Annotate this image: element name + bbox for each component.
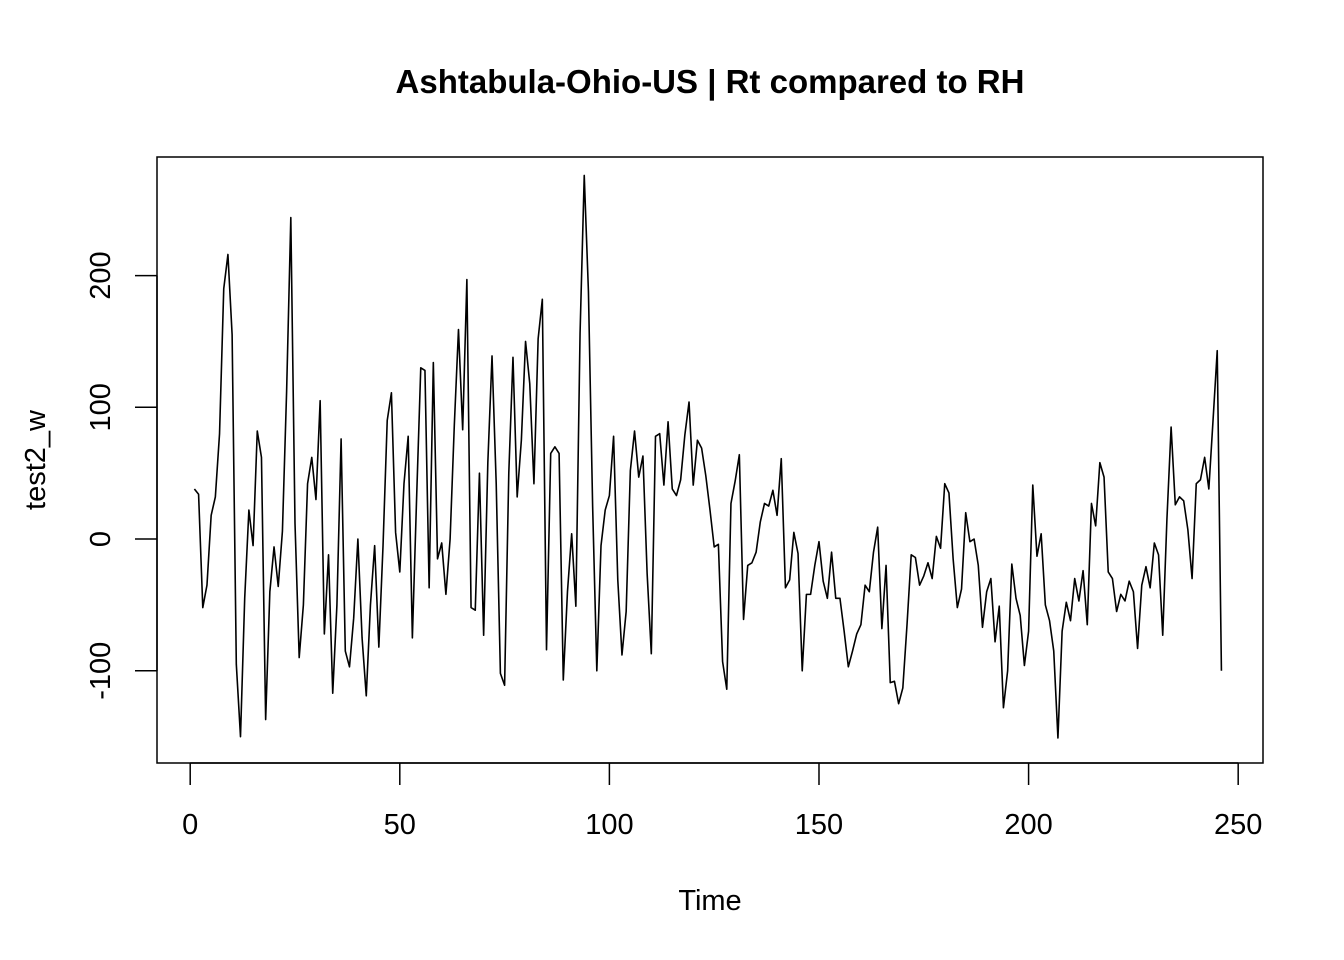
chart-title: Ashtabula-Ohio-US | Rt compared to RH	[396, 63, 1025, 100]
x-tick-label: 100	[585, 809, 633, 841]
x-tick-label: 0	[182, 809, 198, 841]
y-axis-title: test2_w	[20, 409, 52, 510]
y-tick-label: 200	[85, 251, 117, 299]
x-axis: 0 50 100 150 200 250	[182, 762, 1262, 841]
x-tick-label: 50	[384, 809, 416, 841]
x-axis-title: Time	[678, 885, 741, 917]
y-tick-label: 0	[85, 531, 117, 547]
x-tick-label: 200	[1004, 809, 1052, 841]
y-axis: -100 0 100 200	[85, 251, 158, 700]
x-tick-label: 150	[795, 809, 843, 841]
series-line	[193, 174, 1223, 739]
x-tick-label: 250	[1214, 809, 1262, 841]
series-layer	[193, 174, 1223, 739]
y-tick-label: -100	[85, 642, 117, 700]
plot-frame	[156, 156, 1264, 764]
y-tick-label: 100	[85, 383, 117, 431]
